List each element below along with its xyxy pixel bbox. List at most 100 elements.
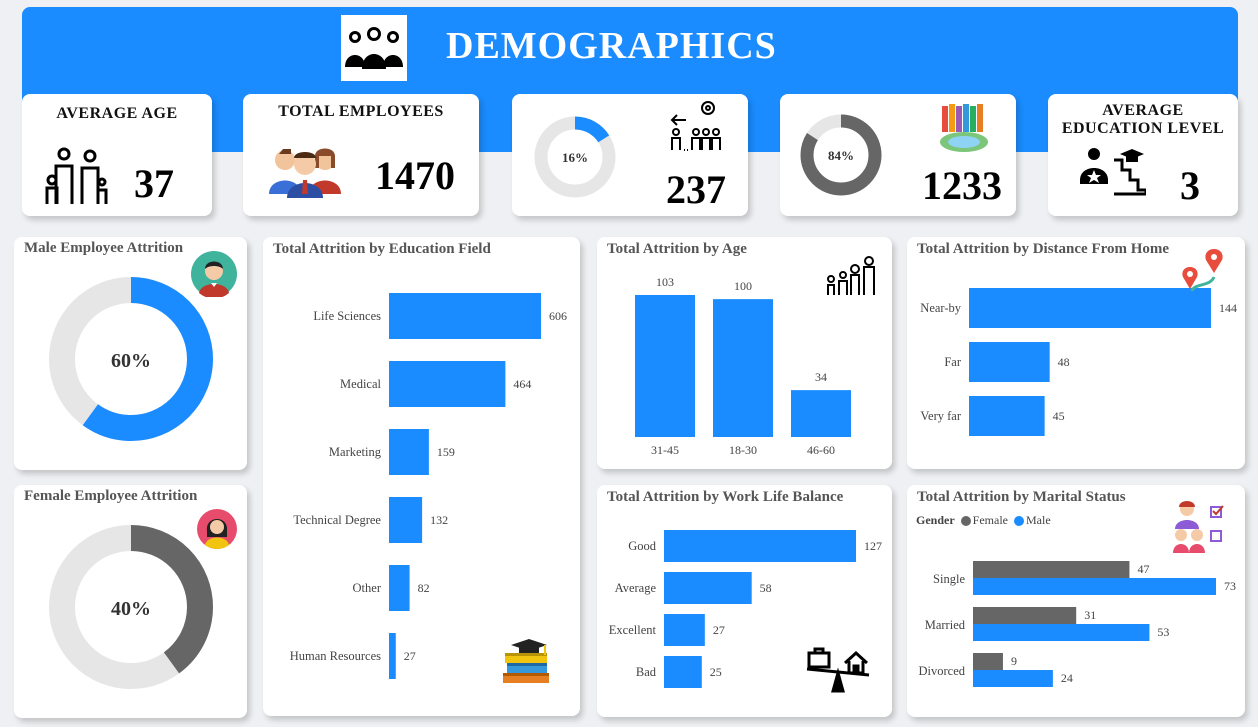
education-stairs-icon	[1080, 146, 1148, 201]
category-label: 46-60	[807, 443, 835, 457]
bar	[389, 497, 423, 543]
data-label: 144	[1219, 301, 1237, 315]
category-label: Technical Degree	[293, 513, 381, 527]
kpi-total-employees-value: 1470	[375, 153, 455, 198]
kpi-attrition-card: 16% 237	[512, 94, 748, 216]
category-label: Divorced	[918, 664, 965, 678]
bar	[389, 429, 429, 475]
data-label: 103	[656, 275, 674, 289]
category-label: Near-by	[920, 301, 961, 315]
age-chart: 103 31-45 100 18-30 34 46-60	[635, 275, 851, 457]
male-attrition-donut: 60%	[49, 277, 213, 441]
data-label: 82	[418, 581, 430, 595]
male-attrition-percent: 60%	[111, 350, 151, 372]
kpi-education-card: AVERAGE EDUCATION LEVEL 3	[1048, 94, 1238, 216]
kpi-active-card: 84% 1233	[780, 94, 1016, 216]
age-group-icon	[825, 255, 877, 302]
education-field-chart: Life Sciences 606 Medical 464 Marketing 159 Te…	[290, 293, 567, 679]
data-label: 100	[734, 279, 752, 293]
distance-panel: Total Attrition by Distance From Home Ne…	[907, 237, 1245, 469]
marital-chart-title: Total Attrition by Marital Status	[917, 489, 1126, 505]
legend-female-label[interactable]: Female	[972, 513, 1008, 527]
male-attrition-title: Male Employee Attrition	[24, 240, 184, 256]
education-field-panel: Total Attrition by Education Field Life …	[263, 237, 580, 716]
crowd-globe-icon	[938, 102, 990, 157]
marital-legend: Gender Female Male	[916, 513, 1051, 528]
bar	[664, 614, 705, 646]
people-group-icon	[341, 15, 407, 81]
data-label: 31	[1084, 608, 1096, 622]
marital-chart: 47 73 Single 31 53 Married 9 24 Divorced	[918, 561, 1236, 687]
map-pins-icon	[1180, 247, 1228, 298]
data-label: 159	[437, 445, 455, 459]
bar	[969, 342, 1050, 382]
kpi-average-age-value: 37	[134, 161, 174, 206]
bar	[664, 530, 856, 562]
male-avatar-icon	[191, 251, 237, 302]
bar	[969, 396, 1045, 436]
data-label: 73	[1224, 579, 1236, 593]
female-attrition-donut: 40%	[49, 525, 213, 689]
kpi-average-age-title: AVERAGE AGE	[56, 105, 178, 122]
category-label: 18-30	[729, 443, 757, 457]
kpi-total-employees-card: TOTAL EMPLOYEES 1470	[243, 94, 479, 216]
data-label: 34	[815, 370, 827, 384]
bar	[389, 361, 506, 407]
distance-chart-title: Total Attrition by Distance From Home	[917, 241, 1170, 257]
attrition-donut: 16%	[534, 116, 616, 198]
page-title: DEMOGRAPHICS	[446, 25, 777, 67]
bar	[664, 572, 752, 604]
employees-icon	[269, 140, 341, 203]
bar	[713, 299, 773, 437]
work-life-panel: Total Attrition by Work Life Balance Goo…	[597, 485, 892, 717]
books-graduation-cap-icon	[497, 637, 555, 692]
work-life-chart: Good 127 Average 58 Excellent 27 Bad 25	[609, 530, 882, 688]
data-label: 132	[430, 513, 448, 527]
kpi-education-value: 3	[1180, 163, 1200, 208]
data-label: 464	[513, 377, 531, 391]
age-chart-title: Total Attrition by Age	[607, 241, 747, 257]
couple-checklist-icon	[1171, 499, 1227, 560]
bar	[389, 565, 410, 611]
attrition-percent-label: 16%	[562, 150, 588, 165]
kpi-education-title-line2: EDUCATION LEVEL	[1061, 120, 1225, 137]
bar	[635, 295, 695, 437]
category-label: Very far	[920, 409, 961, 423]
bar	[969, 288, 1211, 328]
education-field-chart-title: Total Attrition by Education Field	[273, 241, 491, 257]
marital-panel: Total Attrition by Marital Status Gender…	[907, 485, 1245, 717]
category-label: Life Sciences	[313, 309, 381, 323]
balance-scale-icon	[805, 647, 871, 698]
data-label: 606	[549, 309, 567, 323]
category-label: Marketing	[329, 445, 382, 459]
data-label: 47	[1137, 562, 1149, 576]
bar	[664, 656, 702, 688]
data-label: 58	[760, 581, 772, 595]
bar	[973, 607, 1077, 624]
bar	[389, 633, 396, 679]
active-donut: 84%	[800, 114, 882, 196]
category-label: Good	[628, 539, 657, 553]
category-label: Medical	[340, 377, 381, 391]
bar	[973, 670, 1053, 687]
legend-male-label[interactable]: Male	[1026, 513, 1051, 527]
kpi-total-employees-title: TOTAL EMPLOYEES	[278, 103, 444, 120]
active-count-value: 1233	[922, 163, 1002, 208]
category-label: Far	[944, 355, 962, 369]
work-life-chart-title: Total Attrition by Work Life Balance	[607, 489, 844, 505]
data-label: 48	[1058, 355, 1070, 369]
kpi-education-title: AVERAGE EDUCATION LEVEL	[1048, 102, 1238, 138]
data-label: 27	[713, 623, 725, 637]
kpi-average-age-card: AVERAGE AGE 37	[22, 94, 212, 216]
employee-leaving-icon	[666, 100, 724, 157]
category-label: Human Resources	[290, 649, 381, 663]
legend-male-swatch	[1014, 515, 1024, 526]
bar	[973, 624, 1150, 641]
category-label: Bad	[636, 665, 657, 679]
data-label: 25	[710, 665, 722, 679]
data-label: 45	[1053, 409, 1065, 423]
data-label: 127	[864, 539, 882, 553]
category-label: Other	[353, 581, 382, 595]
female-attrition-title: Female Employee Attrition	[24, 488, 198, 504]
category-label: 31-45	[651, 443, 679, 457]
